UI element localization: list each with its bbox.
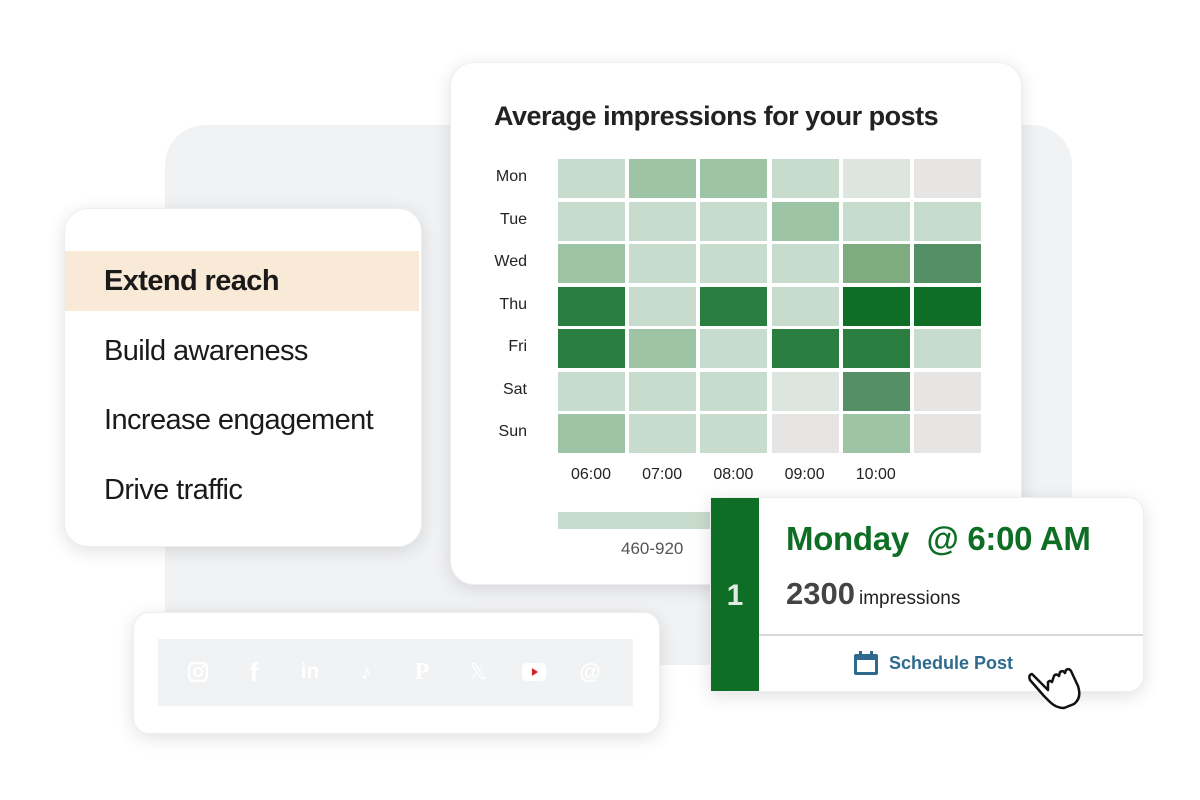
tiktok-icon[interactable]: ♪ xyxy=(360,659,372,684)
row-label-sat: Sat xyxy=(502,380,527,398)
impressions-count: 2300 impressions xyxy=(786,576,960,612)
social-networks-card: f in ♪ P 𝕏 @ xyxy=(133,612,660,734)
goals-card: Extend reach Build awareness Increase en… xyxy=(64,208,422,547)
impressions-unit: impressions xyxy=(858,588,961,609)
goal-increase-engagement[interactable]: Increase engagement xyxy=(104,404,374,436)
heatmap-cell-sun-0[interactable] xyxy=(558,414,625,453)
hand-pointer-icon xyxy=(1028,667,1081,710)
column-label-0: 06:00 xyxy=(570,465,612,483)
heatmap-cell-wed-3[interactable] xyxy=(771,244,839,283)
heatmap-cell-sun-2[interactable] xyxy=(700,414,768,453)
best-time-card: 1 Monday @ 6:00 AM 2300 impressions Sched… xyxy=(710,497,1144,692)
row-label-fri: Fri xyxy=(508,338,527,355)
heatmap-cell-mon-3[interactable] xyxy=(771,159,839,198)
heatmap-cell-thu-2[interactable] xyxy=(700,286,768,326)
heatmap-cell-sat-4[interactable] xyxy=(842,371,910,411)
heatmap-cell-thu-0[interactable] xyxy=(558,286,625,326)
legend-swatch xyxy=(558,512,718,529)
heatmap-cell-thu-1[interactable] xyxy=(629,286,697,326)
heatmap-cell-fri-1[interactable] xyxy=(629,329,697,368)
column-label-2: 08:00 xyxy=(713,465,754,483)
heatmap-cell-sat-3[interactable] xyxy=(771,371,839,411)
column-label-3: 09:00 xyxy=(784,465,825,483)
rank-badge: 1 xyxy=(711,498,759,691)
heatmap-cell-thu-5[interactable] xyxy=(914,286,981,326)
column-label-4: 10:00 xyxy=(855,465,896,483)
heatmap-cell-tue-2[interactable] xyxy=(700,201,768,241)
heatmap-cell-mon-1[interactable] xyxy=(629,159,697,198)
heatmap-cell-fri-0[interactable] xyxy=(558,329,625,368)
threads-icon[interactable]: @ xyxy=(579,659,601,684)
heatmap-cell-tue-3[interactable] xyxy=(771,201,839,241)
row-label-thu: Thu xyxy=(499,295,527,313)
goal-drive-traffic[interactable]: Drive traffic xyxy=(104,474,243,506)
schedule-post-button[interactable]: Schedule Post xyxy=(853,650,1013,676)
schedule-post-label: Schedule Post xyxy=(889,652,1014,673)
heatmap-cell-tue-0[interactable] xyxy=(558,201,625,241)
heatmap-cell-tue-5[interactable] xyxy=(914,201,981,241)
heatmap-cell-sun-4[interactable] xyxy=(842,414,910,453)
heatmap-cell-sun-5[interactable] xyxy=(914,414,981,453)
divider xyxy=(759,634,1143,636)
heatmap-cell-fri-2[interactable] xyxy=(700,329,768,368)
goal-build-awareness[interactable]: Build awareness xyxy=(104,335,308,367)
heatmap-cell-fri-5[interactable] xyxy=(914,329,981,368)
heatmap-card: Average impressions for your posts Mon Tu… xyxy=(450,62,1022,585)
legend-label: 460-920 xyxy=(621,539,684,558)
goal-extend-reach[interactable]: Extend reach xyxy=(65,251,419,311)
heatmap-cell-wed-2[interactable] xyxy=(700,244,768,283)
heatmap-cell-tue-1[interactable] xyxy=(629,201,697,241)
social-icons-strip: f in ♪ P 𝕏 @ xyxy=(158,639,633,706)
facebook-icon[interactable]: f xyxy=(249,656,259,687)
heatmap-cell-thu-3[interactable] xyxy=(771,286,839,326)
heatmap-cell-wed-1[interactable] xyxy=(629,244,697,283)
heatmap-cell-sat-5[interactable] xyxy=(914,371,981,411)
heatmap-cell-sat-1[interactable] xyxy=(629,371,697,411)
linkedin-icon[interactable]: in xyxy=(300,660,320,683)
heatmap-cell-mon-5[interactable] xyxy=(914,159,981,198)
heatmap-cell-mon-2[interactable] xyxy=(700,159,768,198)
heatmap-cell-tue-4[interactable] xyxy=(842,201,910,241)
row-label-tue: Tue xyxy=(500,210,527,228)
heatmap-cell-sun-3[interactable] xyxy=(771,414,839,453)
impressions-value: 2300 xyxy=(786,576,855,611)
heatmap-cell-wed-5[interactable] xyxy=(914,244,981,283)
heatmap-cell-fri-4[interactable] xyxy=(842,329,910,368)
heatmap-cell-wed-4[interactable] xyxy=(842,244,910,283)
row-label-sun: Sun xyxy=(498,423,527,440)
calendar-icon xyxy=(854,651,878,675)
row-label-wed: Wed xyxy=(494,253,527,270)
x-icon[interactable]: 𝕏 xyxy=(469,659,487,684)
heatmap-cell-fri-3[interactable] xyxy=(771,329,839,368)
heatmap-cell-sat-2[interactable] xyxy=(700,371,768,411)
heatmap-cell-sun-1[interactable] xyxy=(629,414,697,453)
instagram-icon[interactable] xyxy=(177,651,219,693)
pinterest-icon[interactable]: P xyxy=(414,658,430,685)
heatmap-cell-thu-4[interactable] xyxy=(842,286,910,326)
heatmap-cell-sat-0[interactable] xyxy=(558,371,625,411)
heatmap-cell-mon-0[interactable] xyxy=(558,159,625,198)
row-label-mon: Mon xyxy=(495,168,527,185)
chart-title: Average impressions for your posts xyxy=(494,101,939,131)
youtube-icon[interactable] xyxy=(513,651,555,693)
column-label-1: 07:00 xyxy=(642,465,683,483)
heatmap-cell-wed-0[interactable] xyxy=(558,244,625,283)
best-time-title: Monday @ 6:00 AM xyxy=(786,520,1091,557)
heatmap-cell-mon-4[interactable] xyxy=(842,159,910,198)
